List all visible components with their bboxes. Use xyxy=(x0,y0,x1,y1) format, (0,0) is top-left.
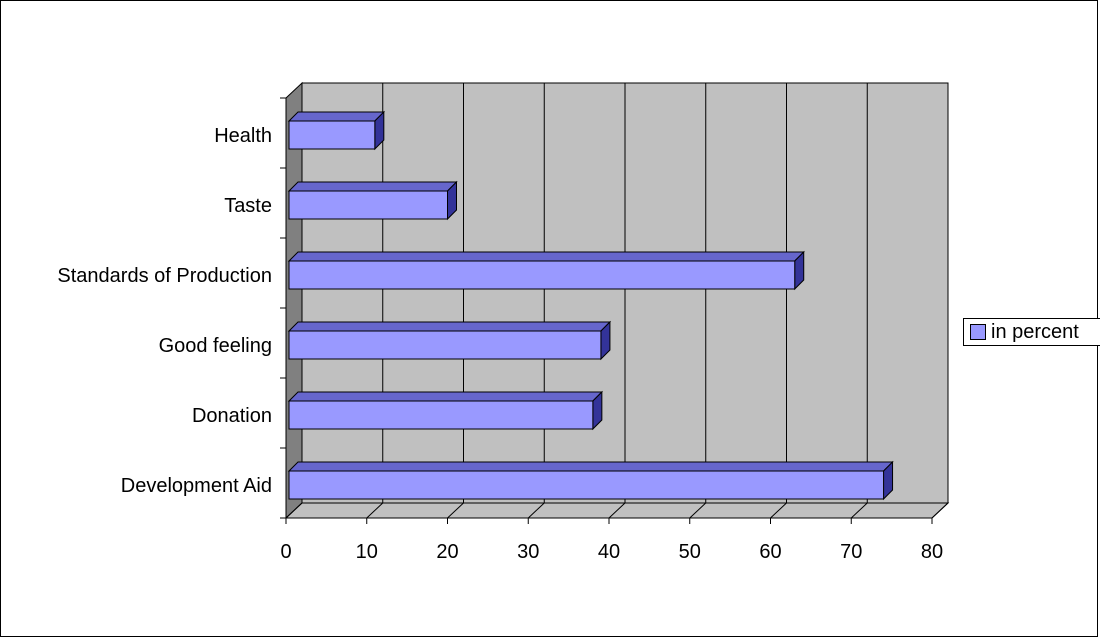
x-tick-label: 20 xyxy=(436,541,458,563)
x-tick-label: 80 xyxy=(921,541,943,563)
x-tick-label: 60 xyxy=(759,541,781,563)
bar-top xyxy=(287,251,805,262)
x-tick-label: 0 xyxy=(280,541,291,563)
category-label: Standards of Production xyxy=(57,265,272,287)
category-label: Health xyxy=(214,125,272,147)
category-label: Taste xyxy=(224,195,272,217)
bar-top xyxy=(287,321,612,332)
bar-top xyxy=(287,181,458,192)
legend-label: in percent xyxy=(991,320,1079,343)
legend-swatch xyxy=(970,324,986,340)
category-label: Donation xyxy=(192,405,272,427)
floor-gridline xyxy=(689,502,707,519)
floor-gridline xyxy=(931,502,949,519)
bar xyxy=(288,190,448,220)
x-tick-label: 70 xyxy=(840,541,862,563)
legend: in percent xyxy=(963,318,1100,346)
bar xyxy=(288,470,885,500)
category-label: Development Aid xyxy=(121,475,272,497)
bar xyxy=(288,330,602,360)
bar xyxy=(288,260,796,290)
bar-top xyxy=(287,111,386,122)
floor-gridline xyxy=(527,502,545,519)
floor-gridline xyxy=(608,502,626,519)
x-tick-label: 50 xyxy=(679,541,701,563)
floor-gridline xyxy=(366,502,384,519)
floor-gridline xyxy=(770,502,787,519)
floor-gridline xyxy=(285,502,303,519)
floor-gridline xyxy=(850,502,868,519)
floor-gridline xyxy=(447,502,464,519)
category-label: Good feeling xyxy=(159,335,272,357)
bar xyxy=(288,120,376,150)
x-tick-label: 10 xyxy=(356,541,378,563)
bar-top xyxy=(287,391,604,402)
bar xyxy=(288,400,594,430)
x-tick-label: 40 xyxy=(598,541,620,563)
bar-top xyxy=(287,461,894,472)
x-tick-label: 30 xyxy=(517,541,539,563)
